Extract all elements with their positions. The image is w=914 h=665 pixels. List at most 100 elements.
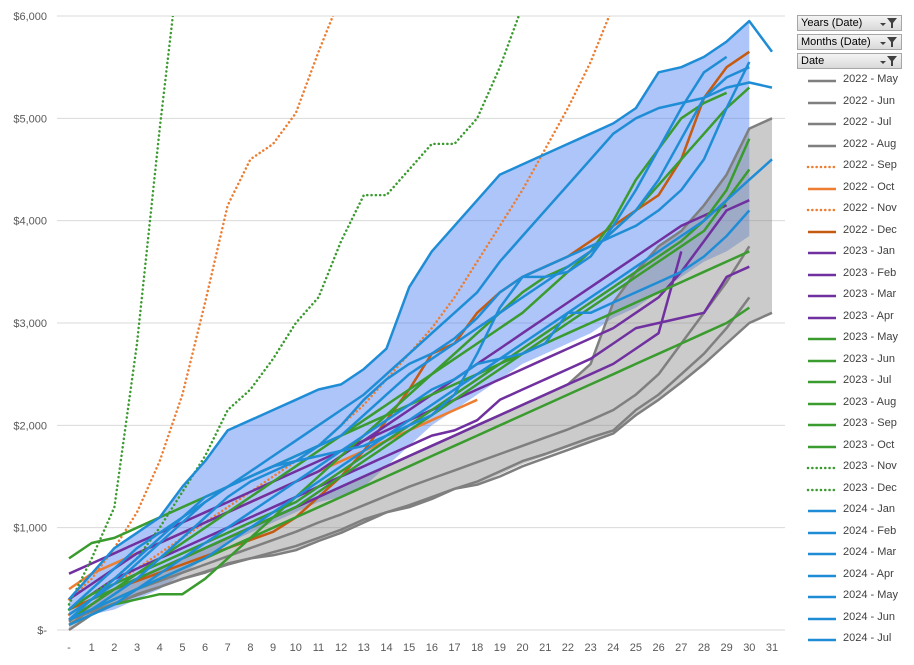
legend-label: 2024 - Jul [843, 632, 892, 644]
legend-item: 2022 - Sep [806, 158, 912, 180]
legend-label: 2024 - Apr [843, 567, 894, 580]
series-line-18 [67, 16, 521, 611]
legend-label: 2022 - Jun [843, 94, 895, 107]
series-line-10 [68, 204, 728, 601]
legend-label: 2023 - Aug [843, 395, 897, 408]
legend-swatch [808, 101, 836, 104]
legend-swatch [806, 208, 838, 212]
legend-swatch [808, 79, 836, 83]
filter-label: Date [801, 55, 825, 67]
series-line-1 [68, 296, 751, 632]
x-tick-label: 15 [403, 642, 415, 654]
x-tick-label: 27 [675, 642, 687, 654]
legend-item: 2022 - Nov [806, 201, 912, 223]
legend-item: 2024 - May [806, 588, 912, 610]
legend-item: 2022 - Jul [806, 115, 912, 137]
legend-swatch [808, 251, 836, 255]
x-tick-label: 9 [270, 642, 276, 654]
legend-item: 2022 - Jun [806, 94, 912, 116]
series-lines [67, 16, 774, 632]
legend-label: 2024 - Jun [843, 610, 895, 623]
legend-swatch [808, 595, 836, 599]
series-line-23 [68, 158, 773, 621]
legend-item: 2024 - Feb [806, 524, 912, 546]
x-tick-label: 2 [111, 642, 117, 654]
y-tick-label: $1,000 [13, 523, 47, 535]
x-tick-label: 14 [380, 642, 392, 654]
filter-button-years[interactable]: Years (Date) [797, 15, 902, 31]
y-tick-label: $2,000 [13, 420, 47, 432]
filter-dropdown-icon[interactable] [878, 17, 898, 33]
x-tick-label: 26 [652, 642, 664, 654]
filter-dropdown-icon[interactable] [878, 36, 898, 52]
legend-item: 2022 - Dec [806, 223, 912, 245]
filter-label: Years (Date) [801, 17, 863, 29]
legend-swatch [808, 638, 836, 642]
legend-swatch [808, 187, 836, 190]
legend-swatch [808, 423, 836, 427]
x-tick-label: 30 [743, 642, 755, 654]
legend-swatch [806, 488, 838, 491]
legend-label: 2022 - Dec [843, 223, 897, 236]
y-tick-label: $6,000 [13, 11, 47, 23]
series-line-26 [68, 66, 750, 621]
legend-label: 2024 - May [843, 589, 899, 601]
legend-label: 2024 - Mar [843, 546, 897, 558]
legend-swatch [808, 445, 836, 448]
legend-label: 2023 - Oct [843, 438, 895, 451]
filter-dropdown-icon[interactable] [878, 55, 898, 71]
legend-item: 2023 - Dec [806, 481, 912, 503]
legend-swatch [808, 402, 836, 405]
legend-item: 2023 - Apr [806, 309, 912, 331]
legend-label: 2023 - Dec [843, 481, 897, 494]
legend-swatch [808, 230, 836, 233]
legend-item: 2024 - Mar [806, 545, 912, 567]
legend-item: 2023 - Aug [806, 395, 912, 417]
legend-item: 2023 - Nov [806, 459, 912, 481]
x-tick-label: 6 [202, 642, 208, 654]
x-tick-label: 20 [516, 642, 528, 654]
legend-swatch [806, 165, 838, 169]
legend-item: 2023 - Oct [806, 438, 912, 460]
legend-swatch [808, 122, 836, 126]
legend-label: 2023 - Jun [843, 352, 895, 365]
legend-item: 2023 - Feb [806, 266, 912, 288]
series-line-2 [68, 245, 751, 626]
filter-button-months[interactable]: Months (Date) [797, 34, 902, 50]
series-line-9 [68, 265, 750, 611]
x-tick-label: 29 [721, 642, 733, 654]
x-tick-label: 16 [426, 642, 438, 654]
x-tick-label: 24 [607, 642, 619, 654]
legend-swatch [808, 294, 836, 298]
series-line-16 [68, 91, 728, 627]
legend-label: 2023 - Apr [843, 309, 894, 322]
legend-item: 2024 - Apr [806, 567, 912, 589]
legend-swatch [808, 574, 836, 577]
x-tick-label: 11 [313, 642, 324, 654]
legend-item: 2023 - Jul [806, 373, 912, 395]
legend-label: 2023 - Jul [843, 374, 892, 386]
legend-label: 2022 - Jul [843, 116, 892, 128]
x-tick-label: 4 [157, 642, 163, 654]
y-tick-label: $4,000 [13, 216, 47, 228]
legend-label: 2022 - May [843, 73, 899, 85]
legend-item: 2022 - May [806, 72, 912, 94]
legend-swatch [808, 531, 836, 534]
x-tick-label: - [67, 642, 71, 654]
filter-button-date[interactable]: Date [797, 53, 902, 69]
x-tick-label: 10 [290, 642, 302, 654]
series-line-24 [68, 209, 751, 627]
legend-label: 2024 - Feb [843, 524, 897, 537]
legend-label: 2023 - Feb [843, 266, 897, 279]
legend-label: 2023 - Nov [843, 460, 897, 472]
legend-item: 2023 - Mar [806, 287, 912, 309]
x-tick-label: 12 [335, 642, 347, 654]
legend-label: 2023 - May [843, 331, 899, 343]
x-tick-label: 8 [247, 642, 253, 654]
legend-item: 2023 - Jan [806, 244, 912, 266]
legend-label: 2023 - Mar [843, 288, 897, 300]
x-tick-label: 28 [698, 642, 710, 654]
legend-item: 2024 - Jan [806, 502, 912, 524]
legend-label: 2022 - Aug [843, 137, 897, 150]
x-tick-label: 1 [89, 642, 95, 654]
